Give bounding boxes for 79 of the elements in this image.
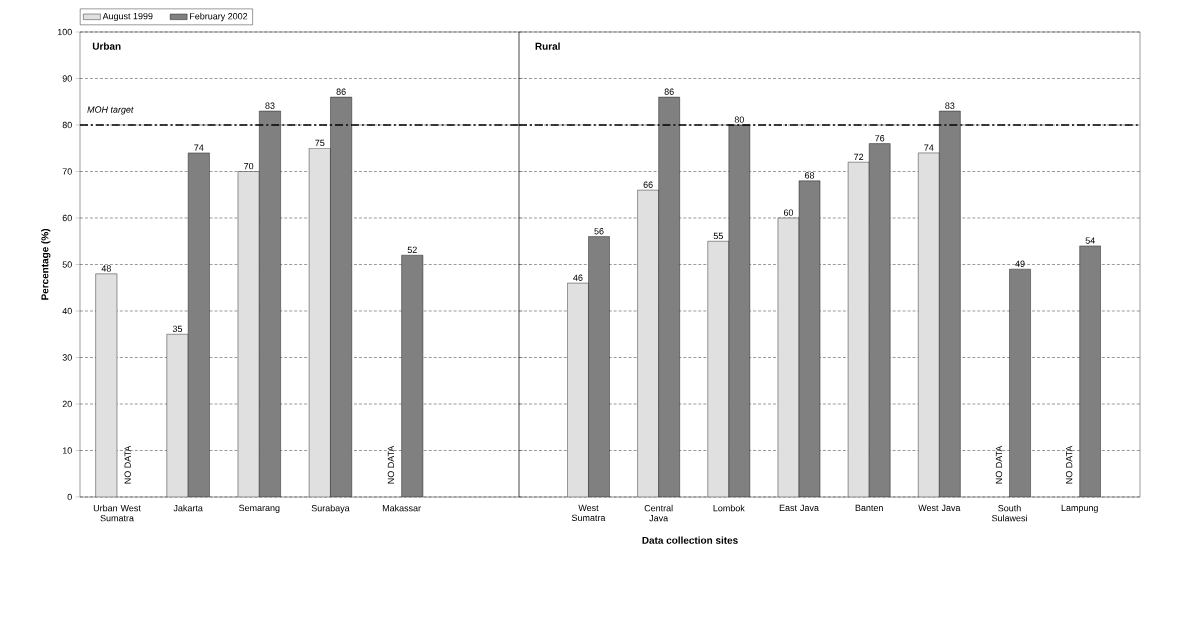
- text: NO DATA: [995, 445, 1003, 484]
- bar: [707, 241, 730, 497]
- y-tick-label: 50: [62, 261, 72, 268]
- x-tick-label: Urban West Sumatra: [93, 504, 141, 522]
- x-tick-label: Lampung: [1061, 504, 1098, 513]
- y-tick-label: 0: [67, 493, 72, 501]
- bar: [777, 217, 800, 497]
- y-axis-title: Percentage (%): [41, 229, 51, 300]
- data-label: 70: [244, 162, 254, 170]
- x-tick-label: Makassar: [382, 504, 421, 512]
- data-label: 83: [945, 102, 955, 109]
- data-label: 68: [804, 172, 815, 179]
- x-tick-label: South Sulawesi: [991, 504, 1027, 522]
- data-label: 75: [315, 139, 325, 147]
- x-tick-label: West Java: [918, 504, 961, 512]
- bar: [728, 124, 751, 497]
- data-label: 80: [734, 116, 744, 123]
- x-tick-label: Central Java: [644, 504, 673, 522]
- data-label: 83: [265, 102, 275, 109]
- bar: [918, 152, 940, 497]
- ref-line-label: MOH target: [87, 106, 134, 115]
- bar: [588, 236, 610, 497]
- bar: [1079, 245, 1101, 497]
- x-tick-label: Semarang: [239, 504, 280, 513]
- x-tick-label: Lombok: [713, 504, 745, 512]
- text: NO DATA: [1065, 445, 1073, 484]
- data-label: 48: [101, 265, 111, 272]
- y-tick-label: 30: [62, 354, 72, 361]
- y-tick-label: 40: [62, 307, 72, 315]
- bar: [166, 334, 189, 497]
- legend-label: February 2002: [190, 12, 248, 22]
- x-tick-label: Jakarta: [173, 504, 203, 512]
- data-label: 86: [664, 88, 674, 95]
- bar: [95, 273, 118, 497]
- bar: [237, 171, 260, 497]
- bar: [939, 110, 961, 497]
- x-tick-label: Surabaya: [311, 504, 350, 514]
- data-label: 55: [713, 232, 723, 240]
- data-label: 74: [194, 144, 204, 151]
- bar: [658, 96, 680, 497]
- bar: [401, 255, 424, 497]
- bar: [567, 282, 589, 497]
- text: NO DATA: [387, 445, 395, 484]
- bar: [637, 189, 659, 497]
- x-tick-label: Banten: [855, 504, 883, 512]
- data-label: 74: [924, 144, 934, 151]
- y-tick-label: 20: [62, 400, 72, 408]
- data-label: 60: [783, 209, 794, 216]
- data-label: 54: [1085, 237, 1095, 244]
- data-label: 56: [594, 228, 604, 235]
- y-tick-label: 10: [62, 447, 72, 454]
- text: NO DATA: [124, 445, 131, 484]
- x-tick-label: East Java: [779, 504, 819, 512]
- y-tick-label: 80: [62, 121, 72, 129]
- data-label: 46: [573, 274, 583, 281]
- data-label: 72: [854, 153, 864, 160]
- y-tick-label: 90: [62, 75, 72, 82]
- y-tick-label: 60: [62, 214, 72, 222]
- data-label: 86: [336, 88, 346, 95]
- bar: [308, 148, 331, 497]
- x-tick-label: West Sumatra: [571, 504, 606, 521]
- text: Urban: [92, 42, 121, 50]
- legend-label: August 1999: [102, 12, 153, 22]
- data-label: 49: [1015, 260, 1025, 267]
- text: Rural: [535, 42, 560, 50]
- bar: [847, 162, 870, 497]
- x-axis-title: Data collection sites: [642, 536, 738, 544]
- bar: [798, 180, 821, 497]
- bar: [1009, 268, 1031, 497]
- bar: [187, 152, 210, 497]
- data-label: 35: [172, 325, 183, 333]
- y-tick-label: 100: [57, 28, 72, 36]
- bar: [330, 96, 352, 497]
- data-label: 76: [875, 135, 885, 142]
- data-label: 66: [643, 181, 653, 188]
- bar: [259, 110, 281, 497]
- data-label: 52: [407, 246, 417, 254]
- bar: [868, 143, 891, 497]
- y-tick-label: 70: [62, 168, 72, 175]
